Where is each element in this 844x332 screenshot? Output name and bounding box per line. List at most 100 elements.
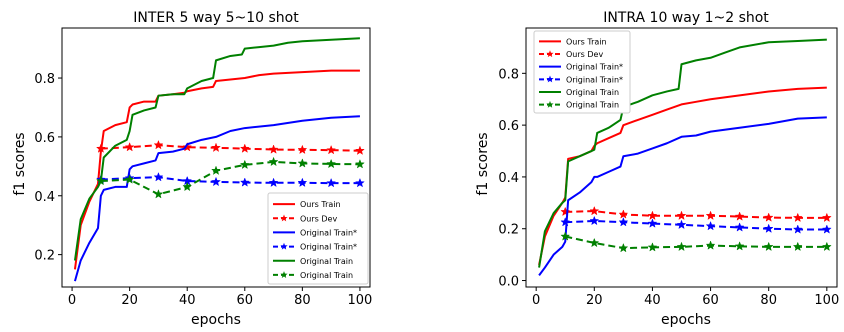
y-tick-label: 0.6 [34, 131, 55, 146]
y-tick-label: 0.2 [34, 249, 55, 264]
legend-marker [546, 100, 554, 108]
data-point [589, 237, 600, 248]
data-point [618, 242, 629, 253]
data-point [705, 220, 716, 231]
data-point [124, 141, 135, 152]
y-tick-label: 0.4 [498, 171, 519, 186]
data-point [326, 144, 337, 155]
data-point [297, 158, 308, 168]
data-point [124, 174, 135, 184]
data-point [734, 222, 745, 232]
series-line [538, 86, 827, 266]
y-tick-label: 0.4 [34, 190, 55, 205]
data-point [354, 145, 365, 155]
data-point [95, 143, 106, 153]
legend-marker [280, 242, 288, 250]
data-point [792, 212, 803, 223]
chart-title: INTRA 10 way 1~2 shot [603, 10, 769, 26]
data-point [182, 181, 193, 192]
data-point [647, 210, 658, 221]
x-axis-label: epochs [191, 312, 241, 328]
series-line [565, 219, 827, 231]
legend-marker [280, 271, 288, 278]
x-tick-label: 80 [760, 293, 777, 308]
legend-label: Ours Dev [566, 50, 603, 59]
legend-marker [280, 214, 288, 222]
data-point [239, 143, 250, 153]
data-point [268, 177, 279, 188]
data-point [211, 142, 221, 153]
legend-label: Ours Dev [300, 214, 337, 223]
legend-label: Ours Train [566, 37, 607, 46]
series-line [73, 115, 360, 282]
data-point [763, 241, 774, 252]
data-point [297, 177, 308, 188]
plot-frame [525, 27, 838, 288]
data-point [763, 212, 774, 222]
data-point [326, 177, 337, 188]
data-point [618, 209, 629, 219]
x-tick-label: 60 [702, 293, 719, 308]
data-point [821, 212, 832, 223]
data-point [239, 159, 250, 170]
data-point [792, 224, 803, 234]
legend: Ours Train Ours Dev Original Train* Origina… [533, 30, 631, 114]
data-point [676, 210, 687, 220]
legend-label: Original Train* [566, 63, 623, 72]
legend-label: Original Train [300, 257, 353, 266]
data-point [589, 205, 600, 216]
series-line [565, 235, 827, 250]
chart-title: INTER 5 way 5~10 shot [133, 10, 299, 26]
legend-marker [546, 75, 554, 83]
data-point [763, 223, 774, 233]
series-line [538, 116, 827, 276]
data-point [821, 224, 832, 234]
y-axis-label: f1 scores [12, 132, 28, 195]
x-tick-label: 0 [68, 293, 76, 308]
x-axis-label: epochs [661, 312, 711, 328]
data-point [676, 241, 687, 252]
x-tick-label: 20 [121, 293, 138, 308]
legend: Ours Train Ours Dev Original Train* Origina… [267, 192, 369, 285]
y-tick-label: 0.8 [498, 67, 519, 82]
legend-label: Original Train [566, 101, 619, 110]
legend-label: Original Train [566, 88, 619, 97]
series-line [100, 144, 360, 152]
y-axis-label: f1 scores [475, 132, 491, 195]
data-point [297, 144, 308, 155]
series-line [565, 210, 827, 219]
data-point [239, 177, 250, 187]
legend-label: Original Train* [300, 228, 357, 237]
series-line [73, 37, 360, 261]
data-point [734, 241, 745, 251]
legend-label: Original Train* [300, 243, 357, 252]
x-tick-label: 0 [532, 293, 540, 308]
data-point [618, 217, 629, 227]
data-point [589, 215, 600, 226]
y-tick-label: 0.2 [498, 223, 519, 238]
x-tick-label: 80 [294, 293, 311, 308]
data-point [211, 176, 221, 187]
data-point [792, 241, 803, 252]
data-point [182, 141, 193, 152]
x-tick-label: 20 [586, 293, 603, 308]
data-point [354, 177, 365, 188]
data-point [560, 217, 571, 227]
legend-label: Ours Train [300, 200, 341, 209]
x-tick-label: 40 [179, 293, 196, 308]
data-point [153, 139, 164, 150]
data-point [268, 144, 279, 154]
data-point [268, 156, 279, 167]
series-line [100, 160, 360, 196]
legend-label: Original Train [300, 271, 353, 280]
x-tick-label: 40 [644, 293, 661, 308]
data-point [734, 211, 745, 221]
y-tick-label: 0.8 [34, 72, 55, 87]
data-point [560, 206, 571, 217]
chart-intra: INTRA 10 way 1~2 shot epochs f1 scores 0… [475, 10, 839, 328]
data-point [560, 231, 571, 241]
x-tick-label: 60 [237, 293, 254, 308]
x-tick-label: 100 [348, 293, 373, 308]
data-point [647, 218, 658, 228]
